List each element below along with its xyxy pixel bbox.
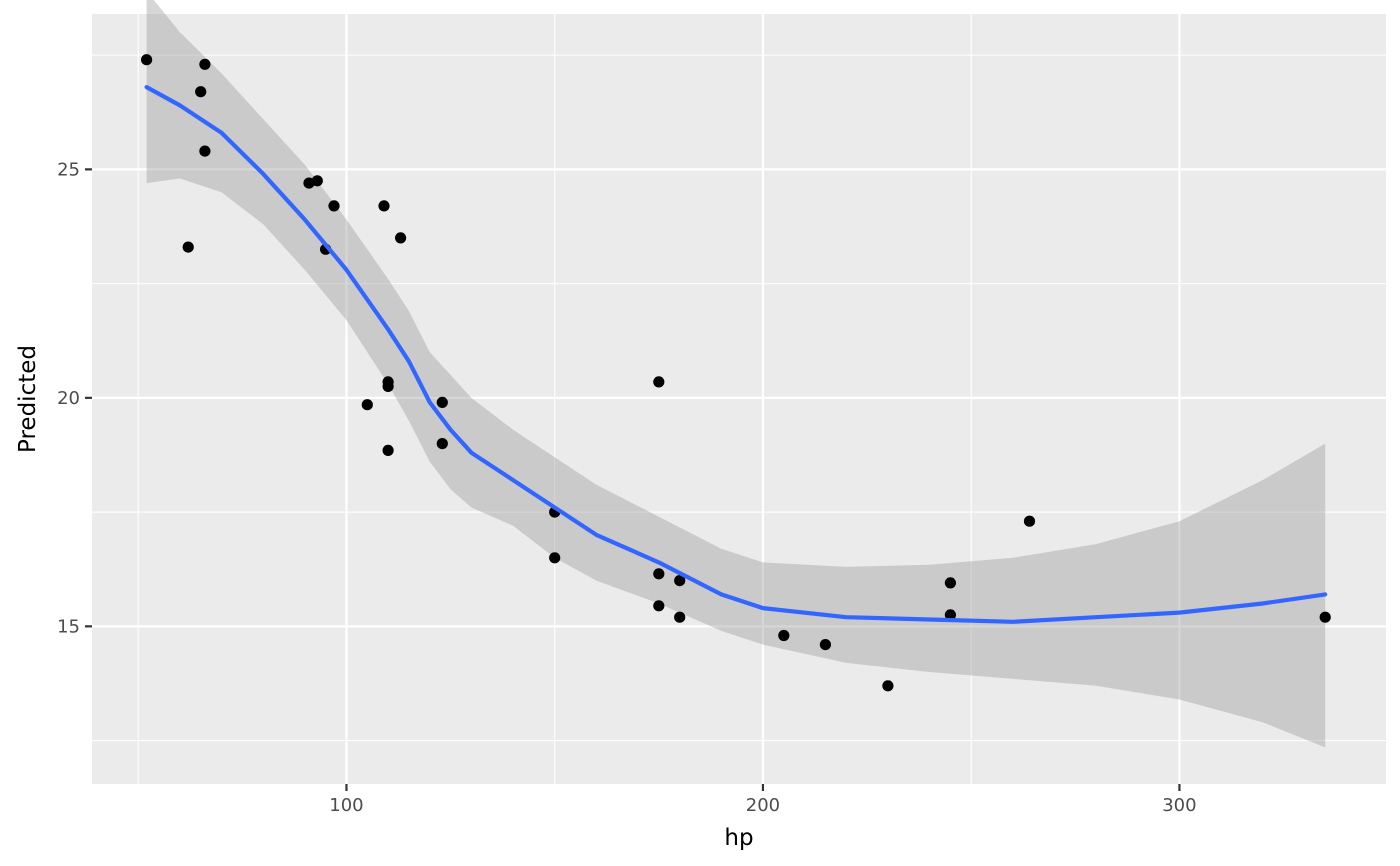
data-point [653, 600, 665, 612]
data-point [674, 575, 686, 587]
y-tick-label: 15 [57, 616, 80, 637]
data-point [378, 200, 390, 212]
x-axis: 100 200 300 [329, 784, 1197, 816]
data-point [328, 200, 340, 212]
data-point [311, 175, 323, 187]
data-point [944, 609, 957, 621]
confidence-ribbon [146, 0, 1326, 748]
data-point [882, 680, 894, 692]
data-point [944, 577, 957, 589]
data-point [436, 438, 448, 450]
major-gridlines [92, 14, 1386, 784]
data-point [778, 629, 790, 642]
data-point [653, 568, 665, 580]
data-points [141, 54, 1331, 692]
x-tick-label: 200 [746, 795, 780, 816]
data-point [382, 444, 394, 456]
data-point [361, 399, 373, 411]
x-axis-title: hp [724, 825, 753, 851]
minor-gridlines [92, 14, 1386, 784]
x-tick-label: 300 [1162, 795, 1196, 816]
data-point [1023, 515, 1036, 527]
data-point [1319, 611, 1331, 623]
data-point [141, 54, 153, 66]
y-axis-title: Predicted [15, 345, 41, 453]
data-point [395, 232, 407, 244]
y-axis: 15 20 25 [57, 159, 92, 637]
data-point [436, 396, 448, 408]
x-tick-label: 100 [329, 795, 363, 816]
data-point [549, 552, 561, 564]
data-point [182, 241, 194, 253]
data-point [195, 86, 207, 98]
y-tick-label: 25 [57, 159, 80, 180]
smooth-line [144, 85, 1328, 624]
plot-panel [92, 14, 1386, 784]
data-point [819, 639, 832, 651]
y-tick-label: 20 [57, 388, 80, 409]
data-point [199, 145, 211, 157]
data-point [199, 58, 211, 70]
data-point [674, 611, 686, 623]
data-point [382, 380, 394, 392]
data-point [653, 376, 665, 388]
